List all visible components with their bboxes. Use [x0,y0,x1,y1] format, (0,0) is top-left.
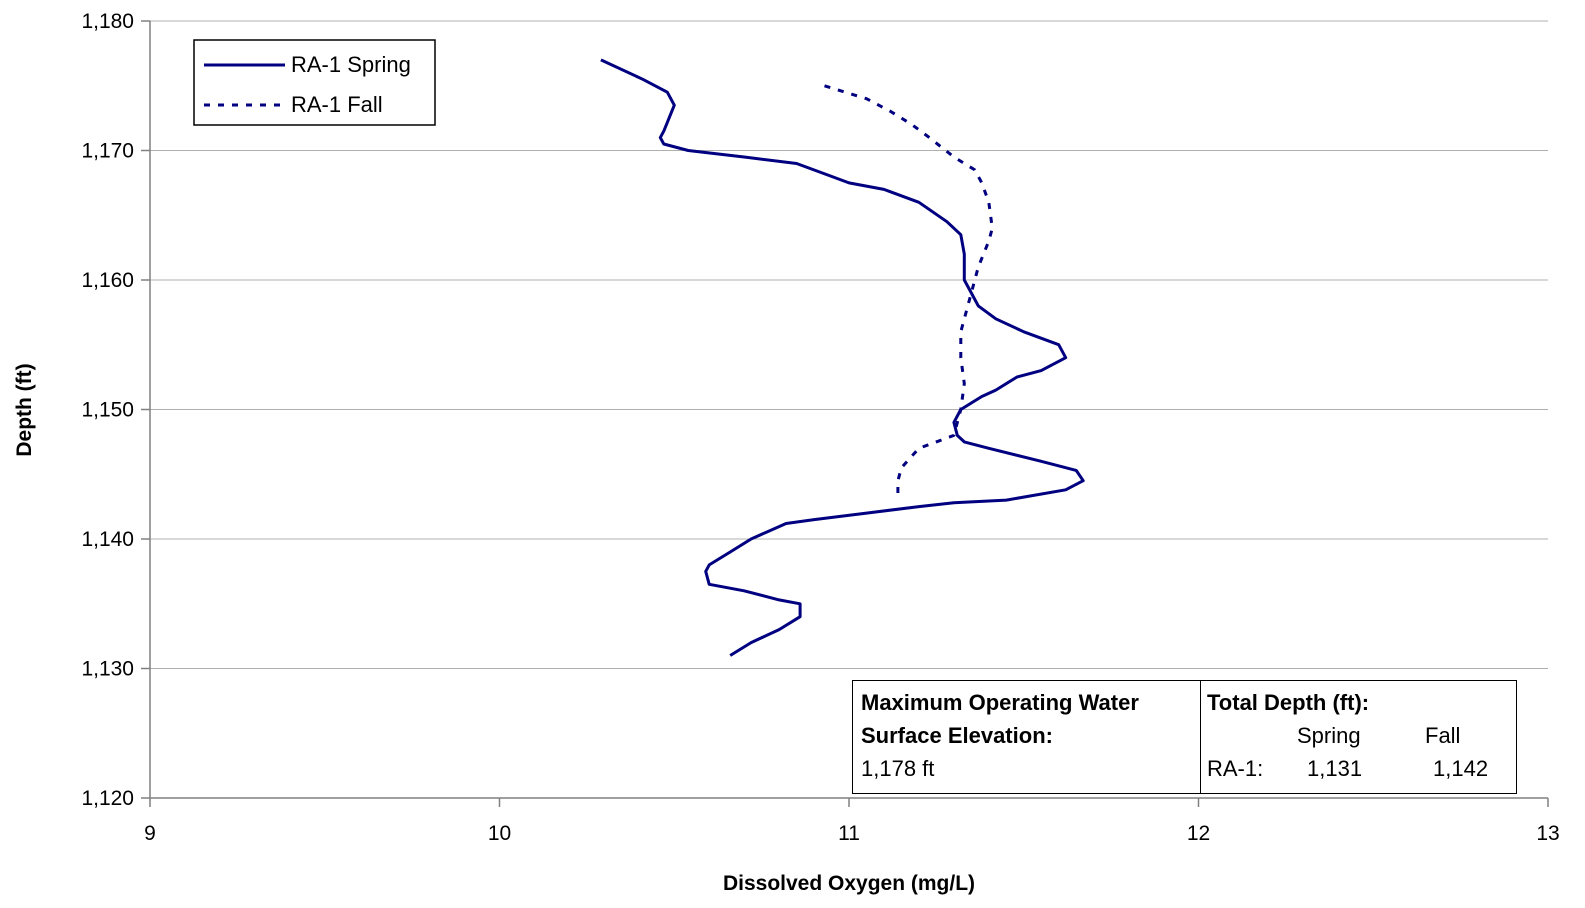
y-axis-title: Depth (ft) [13,363,36,456]
legend-label-fall: RA-1 Fall [291,92,383,117]
x-tick-label: 13 [1536,822,1559,845]
info-table-left: Maximum Operating Water Surface Elevatio… [853,681,1201,793]
legend-box [193,39,436,126]
y-tick-label: 1,140 [81,528,134,551]
max-elevation-title-line2: Surface Elevation: [861,723,1053,748]
series-lines [600,58,1085,657]
max-elevation-title-line1: Maximum Operating Water [861,690,1139,715]
x-tick-label: 10 [488,822,511,845]
y-tick-label: 1,130 [81,658,134,681]
total-depth-data-row: RA-1: 1,131 1,142 [1207,752,1510,785]
spring-depth-value: 1,131 [1307,756,1363,781]
row-label-ra1: RA-1: [1207,756,1264,781]
max-elevation-value: 1,178 ft [861,756,935,781]
x-tick-label: 9 [144,822,156,845]
y-tick-label: 1,180 [81,10,134,33]
y-ticks: 1,120 1,130 1,140 1,150 1,160 1,170 1,180 [81,10,150,810]
y-tick-label: 1,150 [81,399,134,422]
col-spring-header: Spring [1297,723,1361,748]
y-tick-label: 1,120 [81,787,134,810]
total-depth-header-row: Spring Fall [1207,719,1510,752]
legend-label-spring: RA-1 Spring [291,52,411,77]
x-tick-label: 11 [838,822,860,845]
col-fall-header: Fall [1425,723,1461,748]
x-ticks: 9 10 11 12 13 [144,798,1560,845]
legend: RA-1 Spring RA-1 Fall [193,39,436,126]
fall-depth-value: 1,142 [1433,756,1489,781]
y-tick-label: 1,160 [81,269,134,292]
series-line-spring [600,58,1085,657]
x-axis-title: Dissolved Oxygen (mg/L) [723,872,975,895]
y-tick-label: 1,170 [81,140,134,163]
x-tick-label: 12 [1187,822,1210,845]
total-depth-title: Total Depth (ft): [1207,690,1370,715]
info-table: Maximum Operating Water Surface Elevatio… [852,680,1517,794]
info-table-right: Total Depth (ft): Spring Fall RA-1: 1,13… [1201,681,1516,793]
gridlines [150,20,1548,669]
series-line-fall [824,84,994,501]
